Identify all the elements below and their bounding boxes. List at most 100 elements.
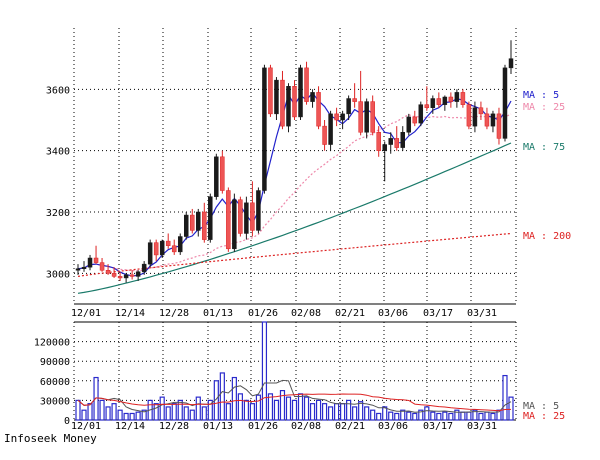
candle-body (105, 270, 111, 274)
candle-body (159, 240, 165, 256)
volume-bar (454, 409, 460, 421)
candle-body (274, 79, 279, 115)
volume-x-tick-label: 03/31 (467, 421, 497, 432)
price-legend-entry: MA : 25 (523, 102, 565, 113)
x-tick-label: 12/14 (115, 308, 145, 319)
candlestick (250, 181, 255, 237)
candle-body (442, 96, 448, 105)
volume-bar (195, 396, 201, 421)
volume-bar (129, 412, 135, 421)
volume-legend: MA : 5MA : 25 (523, 401, 565, 422)
volume-bar (508, 396, 514, 421)
candlestick (334, 107, 339, 127)
candlestick (190, 208, 195, 234)
price-candlesticks (75, 40, 514, 283)
candlestick (310, 89, 315, 108)
volume-bar (81, 409, 87, 421)
volume-y-tick-labels: 0 30000 60000 90000 120000 (34, 338, 70, 427)
candlestick (352, 83, 357, 108)
volume-bar (75, 399, 81, 421)
volume-x-tick-label: 03/06 (378, 421, 408, 432)
candle-body (412, 116, 418, 124)
x-tick-label: 03/17 (423, 308, 453, 319)
candlestick (159, 239, 165, 258)
volume-bar (400, 409, 406, 421)
candle-body (328, 113, 333, 145)
volume-bar (303, 396, 310, 421)
candle-body (153, 242, 159, 256)
candlestick (105, 264, 111, 275)
volume-bar (153, 403, 159, 421)
volume-bar (412, 412, 418, 421)
x-tick-label: 03/06 (378, 308, 408, 319)
volume-bar (93, 376, 99, 421)
volume-x-tick-label: 12/14 (115, 421, 145, 432)
candle-body (340, 113, 345, 121)
volume-bar (321, 403, 328, 421)
candlestick (454, 89, 460, 108)
volume-bar (255, 394, 262, 421)
candlestick (436, 92, 442, 108)
candle-body (111, 273, 117, 277)
candle-body (400, 132, 405, 148)
candle-body (346, 98, 351, 115)
candle-body (298, 67, 303, 118)
volume-bar (472, 409, 478, 421)
candlestick (75, 264, 81, 275)
volume-ma-25-line (77, 393, 512, 412)
volume-bar (364, 406, 370, 421)
candlestick (87, 254, 93, 271)
candlestick (412, 110, 418, 127)
candlestick (508, 40, 514, 74)
candle-body (310, 92, 315, 102)
candlestick (340, 110, 345, 130)
volume-bars (75, 321, 514, 421)
candlestick (322, 120, 327, 151)
candlestick (286, 83, 291, 133)
volume-bar (267, 393, 274, 421)
candlestick (208, 193, 213, 243)
volume-bar (309, 403, 316, 421)
x-tick-labels: 12/01 12/14 12/28 01/13 01/26 02/08 02/21 03/06… (71, 308, 497, 432)
candle-body (184, 214, 189, 237)
candlestick (460, 89, 466, 108)
price-moving-average-lines (77, 92, 512, 294)
volume-bar (496, 409, 502, 421)
candlestick (442, 95, 448, 111)
volume-bar (183, 406, 189, 421)
volume-bar (141, 409, 147, 421)
volume-bar (333, 403, 340, 421)
price-legend-entry: MA : 75 (523, 142, 565, 153)
volume-bar (177, 399, 183, 421)
candle-body (436, 98, 442, 105)
candle-body (87, 257, 93, 268)
volume-bar (291, 399, 298, 421)
volume-bar (297, 393, 304, 421)
candlestick (394, 126, 399, 151)
candle-body (286, 86, 291, 127)
x-tick-label: 01/13 (203, 308, 233, 319)
volume-bar (394, 412, 400, 421)
candle-body (177, 236, 183, 253)
candlestick (472, 101, 478, 133)
volume-bar (490, 412, 496, 421)
volume-bar (105, 406, 111, 421)
candle-body (268, 67, 273, 115)
candlestick (304, 61, 309, 105)
candle-body (352, 98, 357, 102)
candle-body (147, 242, 153, 265)
x-tick-label: 12/28 (159, 308, 189, 319)
ma-5-line (77, 92, 512, 277)
candlestick (496, 107, 502, 145)
candle-body (214, 156, 219, 197)
volume-bar (171, 403, 177, 421)
volume-x-tick-label: 02/08 (291, 421, 321, 432)
price-y-tick-labels: 3000 3200 3400 3600 (46, 85, 70, 280)
volume-x-tick-label: 01/13 (203, 421, 233, 432)
volume-x-tick-label: 03/17 (423, 421, 453, 432)
candle-body (171, 245, 177, 253)
candle-body (117, 276, 123, 279)
volume-bar (430, 411, 436, 421)
candlestick (358, 70, 363, 136)
volume-bar (279, 390, 286, 421)
